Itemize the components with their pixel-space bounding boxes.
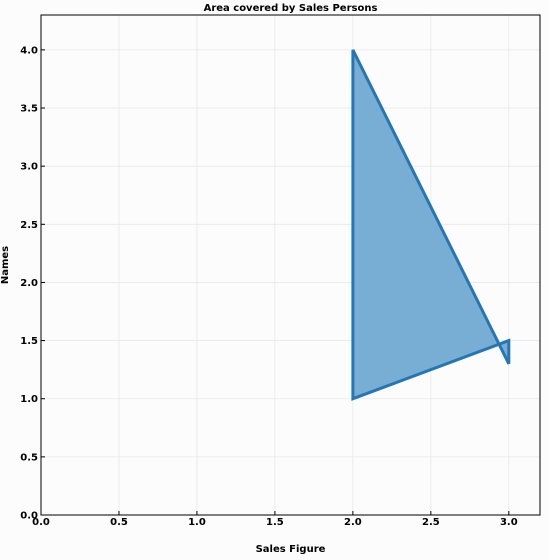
x-tick-label: 1.5 — [266, 517, 284, 528]
y-tick-label: 0.5 — [20, 452, 38, 463]
y-tick-label: 0.0 — [20, 511, 38, 522]
y-tick-label: 4.0 — [20, 45, 38, 56]
y-tick-label: 2.0 — [20, 278, 38, 289]
y-tick-label: 3.5 — [20, 104, 38, 115]
y-tick-label: 1.0 — [20, 394, 38, 405]
y-tick-label: 3.0 — [20, 162, 38, 173]
x-axis-label: Sales Figure — [256, 544, 326, 555]
x-tick-label: 2.5 — [422, 517, 440, 528]
x-tick-label: 3.0 — [500, 517, 518, 528]
y-tick-label: 2.5 — [20, 220, 38, 231]
y-tick-label: 1.5 — [20, 336, 38, 347]
y-axis-label: Names — [0, 246, 11, 284]
x-tick-label: 0.5 — [110, 517, 128, 528]
chart-title: Area covered by Sales Persons — [204, 3, 378, 14]
plot-background — [41, 15, 540, 515]
x-tick-label: 2.0 — [344, 517, 362, 528]
x-tick-label: 1.0 — [188, 517, 206, 528]
